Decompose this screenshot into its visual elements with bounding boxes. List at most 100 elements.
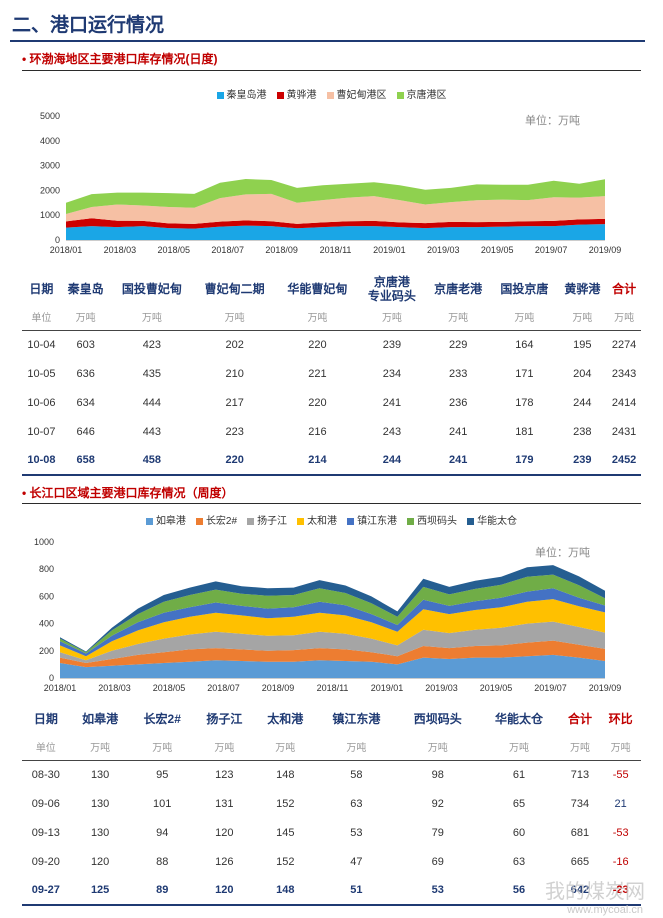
table1-unit-cell: 万吨 [193, 304, 277, 331]
chart2-legend-item: 太和港 [297, 512, 337, 527]
chart1-y-tick-label: 2000 [40, 185, 60, 195]
chart1-x-tick-label: 2018/03 [104, 245, 137, 255]
table2-data-cell: 56 [478, 876, 560, 906]
table2-data-cell: 98 [431, 768, 444, 781]
chart2-legend-item: 西坝码头 [407, 512, 457, 527]
table2-header-cell: 扬子江 [206, 712, 243, 727]
chart1-legend-item: 黄骅港 [276, 86, 317, 101]
table1-data-cell: 181 [515, 425, 534, 438]
chart1-x-tick-label: 2019/03 [427, 245, 460, 255]
table2-unit-cell: 单位 [22, 734, 70, 761]
chart1-legend-swatch [216, 91, 224, 99]
chart2-x-tick-label: 2019/05 [480, 683, 513, 693]
table1-header-cell: 秦皇岛 [67, 282, 104, 297]
table2-header-cell: 合计 [567, 712, 592, 727]
table2-data-cell: 61 [512, 768, 526, 781]
chart2-legend-swatch [297, 517, 305, 525]
table2-data-cell: 63 [512, 855, 526, 868]
chart2-legend-label: 镇江东港 [357, 516, 398, 527]
chart2-legend: 如皋港 长宏2# 扬子江 太和港 镇江东港 西坝码头 华能太仓 [0, 512, 663, 527]
chart2-unit: 单位：万吨 [535, 547, 590, 559]
chart1-legend-label: 秦皇岛港 [226, 90, 267, 101]
table1-data-cell: 221 [308, 367, 327, 380]
chart2-x-tick-label: 2019/07 [534, 683, 567, 693]
chart2-series-area [60, 621, 605, 663]
table1-data-cell: 423 [142, 338, 162, 351]
table1-data-cell: 458 [110, 446, 194, 476]
table1-header-cell: 京唐港 专业码头 [367, 275, 416, 303]
table1-data-cell: 179 [491, 446, 558, 476]
chart2-x-tick-label: 2019/09 [589, 683, 622, 693]
table1-data-cell: 216 [308, 425, 327, 438]
table1-header-cell: 曹妃甸二期 [204, 282, 265, 297]
table2-data-cell: 120 [90, 855, 110, 868]
table1-data-cell: 217 [225, 396, 244, 409]
chart1-legend-item: 京唐港区 [396, 86, 447, 101]
table2-data-cell: -16 [612, 855, 629, 868]
table1-data-cell: 210 [225, 367, 244, 380]
table1-header-cell: 日期 [29, 282, 54, 297]
table2-data-cell: 123 [215, 768, 234, 781]
table1-data-cell: 443 [142, 425, 162, 438]
chart2-legend-label: 扬子江 [257, 516, 288, 527]
chart2-y-tick-label: 600 [39, 591, 54, 601]
chart1-legend: 秦皇岛港 黄骅港 曹妃甸港区 京唐港区 [0, 86, 663, 101]
table2-data-cell: 120 [215, 826, 234, 839]
chart2-legend-label: 西坝码头 [417, 516, 458, 527]
chart1-y-tick-label: 3000 [40, 161, 60, 171]
table1-data-cell: 241 [382, 396, 402, 409]
chart2-legend-item: 长宏2# [195, 512, 237, 527]
table1-data-cell: 2274 [611, 338, 637, 351]
table2-header-cell: 西坝码头 [413, 712, 462, 727]
chart1-legend-label: 京唐港区 [406, 90, 447, 101]
table1-data-cell: 238 [573, 425, 592, 438]
table1-unit-cell: 万吨 [358, 304, 426, 331]
chart2-y-tick-label: 1000 [34, 537, 54, 547]
table2-data-cell: -53 [612, 826, 629, 839]
chart2-y-tick-label: 200 [39, 646, 54, 656]
table1-unit-cell: 万吨 [110, 304, 194, 331]
table1-header-cell: 华能曹妃甸 [287, 282, 348, 297]
chart1-x-tick-label: 2019/09 [589, 245, 622, 255]
table1-data-cell: 658 [60, 446, 111, 476]
chart2-legend-swatch [247, 517, 255, 525]
table1-header-cell: 黄骅港 [564, 282, 601, 297]
table2-data-cell: 21 [614, 797, 627, 810]
table1-data-cell: 234 [382, 367, 402, 380]
table1-data-cell: 10-07 [27, 425, 56, 438]
chart1-unit: 单位：万吨 [525, 115, 580, 127]
chart2-series-area [60, 654, 605, 678]
table1-data-cell: 164 [515, 338, 534, 351]
chart2-x-tick-label: 2018/07 [207, 683, 240, 693]
table1-data-cell: 233 [448, 367, 468, 380]
table2-header-cell: 环比 [608, 712, 633, 727]
table2-header-cell: 太和港 [267, 712, 304, 727]
table1-data-cell: 244 [358, 446, 426, 476]
section2-heading: • 长江口区域主要港口库存情况（周度） [22, 486, 234, 500]
table2-unit-cell: 万吨 [69, 734, 131, 761]
chart2-series-area [60, 574, 605, 654]
watermark: 我的煤炭网 [545, 881, 645, 903]
table1-unit-cell: 万吨 [60, 304, 111, 331]
section2-rule [22, 503, 641, 504]
table1-data-cell: 2414 [611, 396, 637, 409]
chart2-legend-swatch [467, 517, 475, 525]
watermark-url: www.mycoal.cn [567, 904, 643, 916]
table1-data-cell: 603 [76, 338, 95, 351]
table2-data-cell: 125 [69, 876, 131, 906]
chart2-y-tick-label: 800 [39, 564, 54, 574]
table2-data-cell: 713 [570, 768, 590, 781]
table1-data-cell: 178 [515, 396, 534, 409]
chart2-legend-item: 华能太仓 [467, 512, 517, 527]
table2-data-cell: 681 [570, 826, 590, 839]
chart1-y-tick-label: 5000 [40, 111, 60, 121]
chart2-legend-label: 华能太仓 [477, 516, 518, 527]
chart2-svg: 0 200 400 600 800 1000 2018/01 2018/03 2018/05 20… [34, 537, 622, 693]
table2-data-cell: 60 [512, 826, 526, 839]
table1-data-cell: 2343 [611, 367, 637, 380]
chart2-legend-item: 如皋港 [145, 512, 186, 527]
chart2-x-tick-label: 2019/03 [425, 683, 458, 693]
table1-data-cell: 220 [193, 446, 277, 476]
chart2-legend-item: 扬子江 [247, 512, 287, 527]
chart2-x-tick-label: 2018/09 [262, 683, 295, 693]
